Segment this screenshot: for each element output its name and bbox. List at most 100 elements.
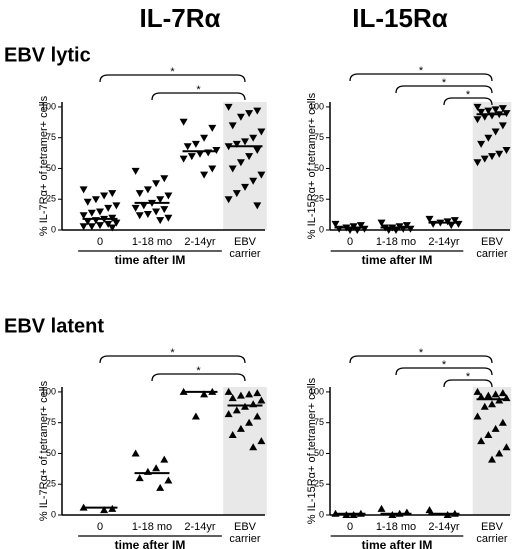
data-point xyxy=(179,155,188,163)
data-point xyxy=(356,222,365,230)
data-point xyxy=(236,113,245,121)
data-point xyxy=(353,227,362,234)
y-tick-label: 100 xyxy=(41,101,56,111)
data-point xyxy=(450,217,459,225)
data-point xyxy=(488,153,496,161)
shaded-band xyxy=(472,387,512,515)
data-point xyxy=(152,208,161,216)
significance-bracket xyxy=(99,74,246,83)
x-tick-label: 1-18 mo xyxy=(375,521,417,533)
data-point xyxy=(253,412,262,420)
data-point xyxy=(224,103,233,111)
x-tick-label: 0 xyxy=(96,236,104,248)
data-point xyxy=(79,186,88,194)
data-point xyxy=(402,222,411,230)
data-point xyxy=(249,443,258,451)
data-point xyxy=(143,186,152,194)
data-point xyxy=(208,124,217,132)
data-point xyxy=(135,190,144,198)
y-tick-label: 50 xyxy=(314,448,324,458)
data-point xyxy=(253,107,262,115)
data-point xyxy=(241,138,249,146)
x-tick-label: 0 xyxy=(346,521,354,533)
data-point xyxy=(224,196,233,204)
data-point xyxy=(447,222,456,230)
y-axis-label: % IL-15Rα+ of tetramer+ cells xyxy=(306,92,318,239)
data-point xyxy=(179,118,188,126)
group-label: time after IM xyxy=(362,538,433,549)
data-point xyxy=(473,116,482,124)
group-label: time after IM xyxy=(115,253,186,267)
y-tick-label: 100 xyxy=(309,386,324,396)
data-point xyxy=(164,214,173,222)
data-point xyxy=(346,227,354,234)
data-point xyxy=(104,204,113,212)
data-point xyxy=(236,424,245,432)
data-point xyxy=(191,140,200,148)
data-point xyxy=(83,198,92,206)
data-point xyxy=(164,476,173,484)
data-point xyxy=(498,389,507,397)
data-point xyxy=(384,227,393,234)
data-point xyxy=(245,418,254,426)
data-point xyxy=(484,134,493,142)
data-point xyxy=(473,159,482,167)
data-point xyxy=(183,143,192,151)
data-point xyxy=(164,192,173,200)
data-point xyxy=(245,110,254,118)
data-point xyxy=(392,227,400,234)
data-point xyxy=(502,147,511,154)
data-point xyxy=(131,204,140,212)
data-point xyxy=(491,424,500,432)
column-title: IL-7Rα xyxy=(140,3,221,33)
data-point xyxy=(495,150,504,158)
data-point xyxy=(257,396,266,404)
data-point xyxy=(232,406,241,414)
data-point xyxy=(96,208,104,216)
significance-bracket xyxy=(151,92,246,101)
data-point xyxy=(253,202,262,210)
y-tick-label: 0 xyxy=(319,509,324,519)
row-title: EBV latent xyxy=(4,315,104,337)
data-point xyxy=(495,449,504,457)
data-point xyxy=(253,389,262,397)
data-point xyxy=(156,483,165,491)
data-point xyxy=(160,175,169,183)
data-point xyxy=(160,206,169,214)
data-point xyxy=(224,410,233,418)
data-point xyxy=(228,394,237,402)
significance-label: * xyxy=(419,65,424,77)
data-point xyxy=(87,209,96,217)
significance-bracket xyxy=(395,85,493,94)
data-point xyxy=(196,150,204,158)
data-point xyxy=(232,190,241,198)
data-point xyxy=(87,223,96,231)
data-point xyxy=(257,128,266,136)
data-point xyxy=(228,165,237,173)
data-point xyxy=(488,455,496,463)
x-tick-label: 0 xyxy=(96,521,104,533)
data-point xyxy=(83,218,92,226)
data-point xyxy=(477,437,486,445)
data-point xyxy=(79,223,88,231)
data-point xyxy=(135,212,144,220)
data-point xyxy=(257,437,266,445)
data-point xyxy=(143,211,152,218)
y-tick-label: 75 xyxy=(46,417,56,427)
data-point xyxy=(108,190,117,198)
data-point xyxy=(477,108,486,116)
data-point xyxy=(152,464,161,472)
data-point xyxy=(473,103,482,111)
significance-label: * xyxy=(170,66,175,78)
significance-bracket xyxy=(349,73,493,82)
significance-label: * xyxy=(170,347,175,359)
data-point xyxy=(477,140,486,148)
data-point xyxy=(484,391,493,399)
x-tick-label: 2-14yr xyxy=(184,236,216,248)
data-point xyxy=(473,387,482,395)
x-tick-label: 0 xyxy=(346,236,354,248)
y-tick-label: 50 xyxy=(314,163,324,173)
data-point xyxy=(236,159,245,167)
significance-label: * xyxy=(419,347,424,359)
data-point xyxy=(156,217,165,225)
